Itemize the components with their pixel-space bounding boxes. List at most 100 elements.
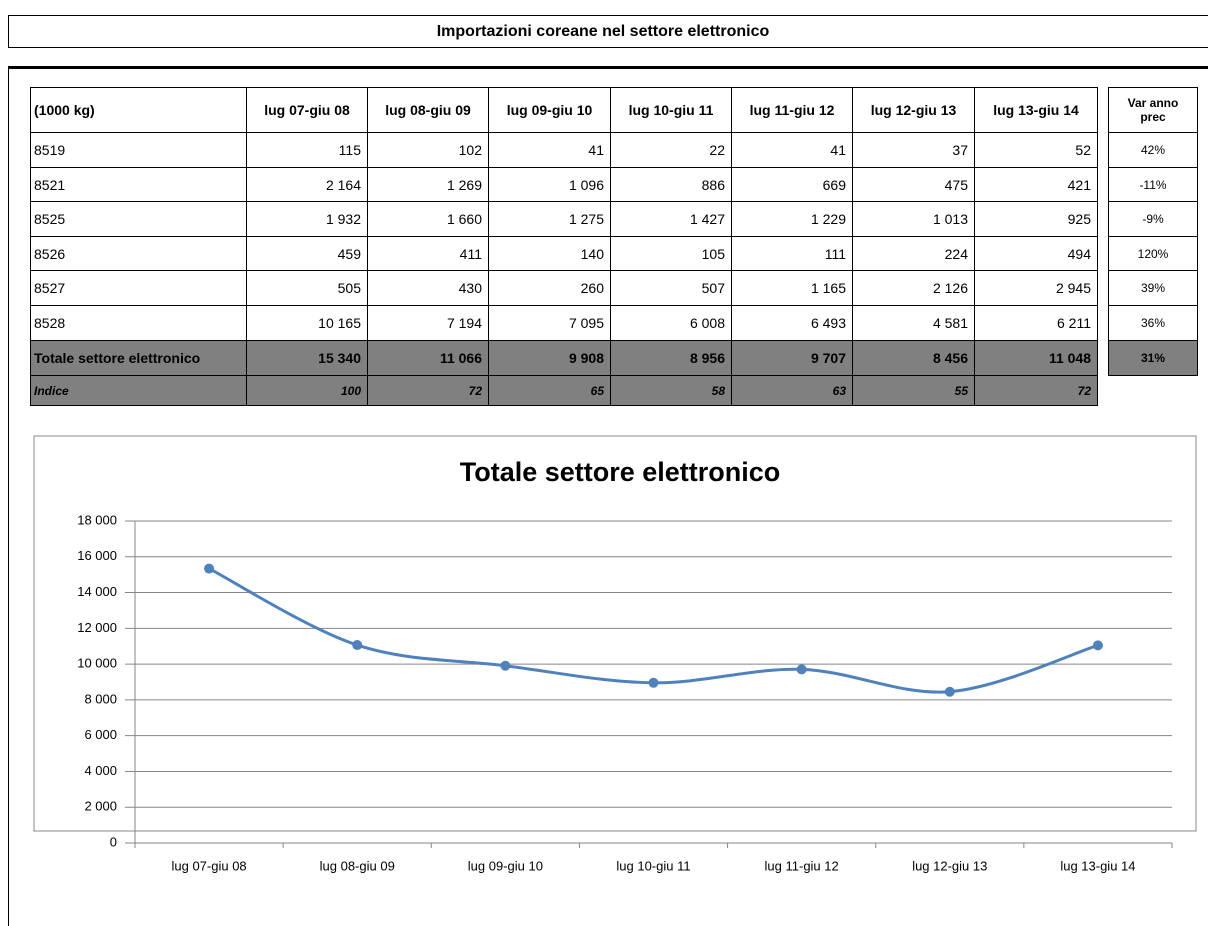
header-cell: lug 07-giu 08 bbox=[246, 87, 368, 133]
point bbox=[352, 640, 363, 651]
table-cell: 140 bbox=[488, 236, 611, 271]
table-cell: 41 bbox=[488, 132, 611, 168]
index-cell: 65 bbox=[488, 375, 611, 406]
x-tick-label: lug 12-giu 13 bbox=[912, 858, 987, 873]
y-tick-label: 0 bbox=[110, 834, 117, 849]
index-cell: 63 bbox=[731, 375, 853, 406]
page: {"title": "Importazioni coreane nel sett… bbox=[8, 15, 1208, 926]
point bbox=[796, 664, 807, 675]
var-cell: 39% bbox=[1108, 270, 1198, 306]
y-tick-label: 8 000 bbox=[84, 691, 117, 706]
table-cell: 7 194 bbox=[367, 305, 489, 341]
total-cell: Totale settore elettronico bbox=[30, 340, 247, 376]
table-cell: 10 165 bbox=[246, 305, 368, 341]
index-cell: 58 bbox=[610, 375, 732, 406]
header-cell: (1000 kg) bbox=[30, 87, 247, 133]
table-cell: 8526 bbox=[30, 236, 247, 271]
header-cell: lug 10-giu 11 bbox=[610, 87, 732, 133]
table-cell: 37 bbox=[852, 132, 975, 168]
table-cell: 2 126 bbox=[852, 270, 975, 306]
chart-title: Totale settore elettronico bbox=[460, 457, 781, 487]
table-cell: 105 bbox=[610, 236, 732, 271]
table-cell: 507 bbox=[610, 270, 732, 306]
var-total: 31% bbox=[1108, 340, 1198, 376]
y-tick-label: 12 000 bbox=[77, 620, 117, 635]
table-cell: 6 493 bbox=[731, 305, 853, 341]
table-cell: 1 269 bbox=[367, 167, 489, 202]
table-cell: 52 bbox=[974, 132, 1098, 168]
page-title: Importazioni coreane nel settore elettro… bbox=[8, 15, 1208, 48]
point bbox=[1092, 640, 1103, 651]
point bbox=[500, 660, 511, 671]
table-cell: 494 bbox=[974, 236, 1098, 271]
table-cell: 8525 bbox=[30, 201, 247, 237]
x-tick-label: lug 08-giu 09 bbox=[320, 858, 395, 873]
total-cell: 11 066 bbox=[367, 340, 489, 376]
table-cell: 1 013 bbox=[852, 201, 975, 237]
total-cell: 8 956 bbox=[610, 340, 732, 376]
table-cell: 1 096 bbox=[488, 167, 611, 202]
table-cell: 411 bbox=[367, 236, 489, 271]
table-cell: 886 bbox=[610, 167, 732, 202]
total-cell: 11 048 bbox=[974, 340, 1098, 376]
table-cell: 475 bbox=[852, 167, 975, 202]
y-tick-label: 4 000 bbox=[84, 763, 117, 778]
table-cell: 111 bbox=[731, 236, 853, 271]
table-cell: 102 bbox=[367, 132, 489, 168]
table-cell: 6 211 bbox=[974, 305, 1098, 341]
table-cell: 41 bbox=[731, 132, 853, 168]
table-cell: 8519 bbox=[30, 132, 247, 168]
table-cell: 1 275 bbox=[488, 201, 611, 237]
chart: Totale settore elettronico 0 2 000 4 000 6 … bbox=[33, 435, 1197, 873]
y-tick-label: 6 000 bbox=[84, 727, 117, 742]
table-cell: 22 bbox=[610, 132, 732, 168]
table-cell: 1 165 bbox=[731, 270, 853, 306]
y-tick-label: 14 000 bbox=[77, 584, 117, 599]
table-cell: 1 427 bbox=[610, 201, 732, 237]
table-cell: 8528 bbox=[30, 305, 247, 341]
x-tick-label: lug 11-giu 12 bbox=[765, 858, 839, 873]
table-cell: 115 bbox=[246, 132, 368, 168]
table-cell: 1 932 bbox=[246, 201, 368, 237]
var-cell: -9% bbox=[1108, 201, 1198, 237]
x-tick-label: lug 07-giu 08 bbox=[171, 858, 246, 873]
table-cell: 459 bbox=[246, 236, 368, 271]
var-cell: 36% bbox=[1108, 305, 1198, 341]
frame bbox=[8, 66, 1208, 926]
var-cell: 42% bbox=[1108, 132, 1198, 168]
chart-frame bbox=[33, 435, 1197, 832]
header-cell: lug 12-giu 13 bbox=[852, 87, 975, 133]
table-cell: 224 bbox=[852, 236, 975, 271]
index-cell: 100 bbox=[246, 375, 368, 406]
point bbox=[204, 563, 215, 574]
point bbox=[648, 677, 659, 688]
header-cell: lug 08-giu 09 bbox=[367, 87, 489, 133]
table-cell: 8521 bbox=[30, 167, 247, 202]
table-cell: 2 945 bbox=[974, 270, 1098, 306]
header-cell: lug 09-giu 10 bbox=[488, 87, 611, 133]
table-cell: 7 095 bbox=[488, 305, 611, 341]
table-cell: 8527 bbox=[30, 270, 247, 306]
index-cell: Indice bbox=[30, 375, 247, 406]
y-tick-label: 10 000 bbox=[77, 656, 117, 671]
table-cell: 4 581 bbox=[852, 305, 975, 341]
total-cell: 15 340 bbox=[246, 340, 368, 376]
header-cell: lug 11-giu 12 bbox=[731, 87, 853, 133]
table-cell: 1 660 bbox=[367, 201, 489, 237]
table-cell: 505 bbox=[246, 270, 368, 306]
header-cell: lug 13-giu 14 bbox=[974, 87, 1098, 133]
x-tick-label: lug 10-giu 11 bbox=[616, 858, 690, 873]
var-cell: 120% bbox=[1108, 236, 1198, 271]
total-cell: 9 908 bbox=[488, 340, 611, 376]
y-tick-label: 16 000 bbox=[77, 548, 117, 563]
var-cell: -11% bbox=[1108, 167, 1198, 202]
table-cell: 260 bbox=[488, 270, 611, 306]
x-tick-label: lug 09-giu 10 bbox=[468, 858, 543, 873]
table-cell: 421 bbox=[974, 167, 1098, 202]
table-cell: 669 bbox=[731, 167, 853, 202]
table-cell: 430 bbox=[367, 270, 489, 306]
y-tick-label: 18 000 bbox=[77, 512, 117, 527]
table-cell: 925 bbox=[974, 201, 1098, 237]
index-cell: 55 bbox=[852, 375, 975, 406]
total-cell: 8 456 bbox=[852, 340, 975, 376]
